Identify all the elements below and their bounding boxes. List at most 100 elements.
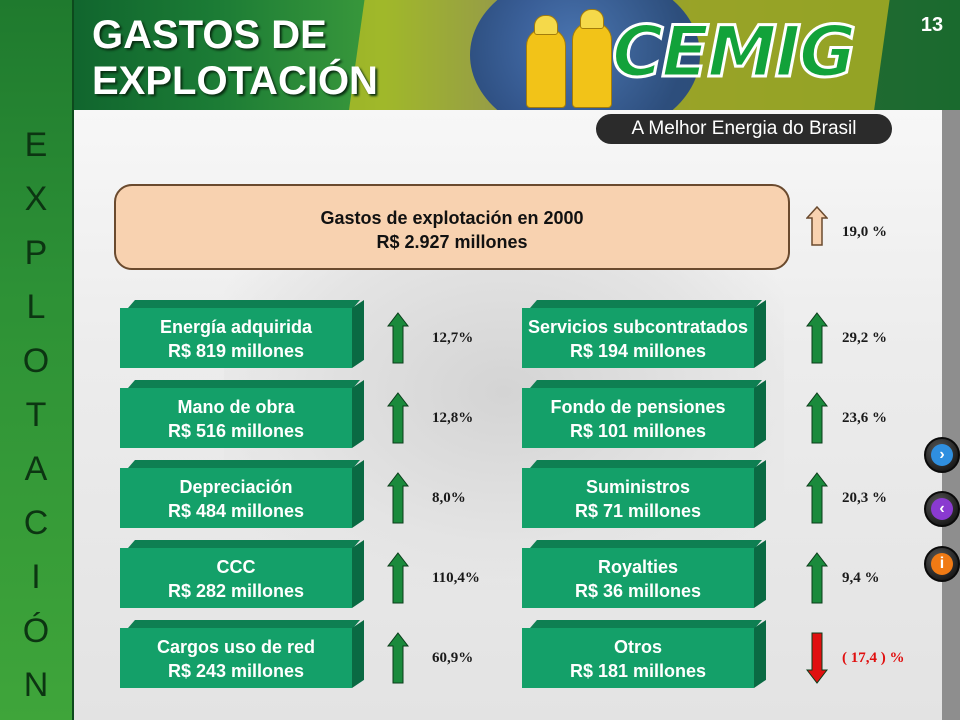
side-letter: X (24, 180, 48, 218)
page-title: GASTOS DE EXPLOTACIÓN (92, 12, 378, 104)
up-arrow-icon (387, 312, 409, 364)
up-arrow-icon (806, 312, 828, 364)
block-side-face (754, 300, 766, 368)
right-category-block: Suministros R$ 71 millones (522, 460, 766, 528)
category-name: Depreciación (179, 477, 293, 497)
side-letter: E (24, 126, 48, 164)
worker-figure (526, 15, 566, 108)
block-side-face (754, 380, 766, 448)
left-change-percent: 110,4% (432, 570, 480, 586)
left-category-block: Energía adquirida R$ 819 millones (120, 300, 364, 368)
block-front-face: Fondo de pensiones R$ 101 millones (522, 388, 754, 448)
chevron-left-icon: ‹ (931, 498, 953, 520)
block-top-face (128, 300, 360, 308)
next-slide-button[interactable]: › (924, 437, 960, 473)
left-category-block: Mano de obra R$ 516 millones (120, 380, 364, 448)
left-category-block: Depreciación R$ 484 millones (120, 460, 364, 528)
category-amount: R$ 194 millones (569, 341, 707, 361)
up-arrow-icon (806, 472, 828, 524)
summary-title: Gastos de explotación en 2000 (320, 208, 584, 228)
up-arrow-icon (806, 392, 828, 444)
block-front-face: Otros R$ 181 millones (522, 628, 754, 688)
up-arrow-icon (387, 632, 409, 684)
right-category-block: Royalties R$ 36 millones (522, 540, 766, 608)
up-arrow-icon (387, 392, 409, 444)
left-change-percent: 12,7% (432, 330, 474, 346)
category-name: Energía adquirida (159, 317, 313, 337)
block-top-face (128, 380, 360, 388)
block-top-face (128, 540, 360, 548)
block-front-face: Servicios subcontratados R$ 194 millones (522, 308, 754, 368)
right-change-percent: 23,6 % (842, 410, 887, 426)
category-name: Cargos uso de red (156, 637, 316, 657)
block-side-face (352, 380, 364, 448)
right-change-percent: ( 17,4 ) % (842, 650, 905, 666)
category-amount: R$ 36 millones (574, 581, 702, 601)
category-amount: R$ 819 millones (167, 341, 305, 361)
summary-change: 19,0 % (842, 224, 887, 240)
category-amount: R$ 181 millones (569, 661, 707, 681)
side-letter: P (24, 234, 48, 272)
right-category-block: Fondo de pensiones R$ 101 millones (522, 380, 766, 448)
up-arrow-icon (387, 552, 409, 604)
block-top-face (128, 620, 360, 628)
block-front-face: Energía adquirida R$ 819 millones (120, 308, 352, 368)
category-name: Mano de obra (177, 397, 295, 417)
header-banner: CEMIG 13 (0, 0, 960, 110)
category-name: Servicios subcontratados (527, 317, 749, 337)
left-change-percent: 60,9% (432, 650, 474, 666)
category-name: CCC (216, 557, 256, 577)
right-change-percent: 20,3 % (842, 490, 887, 506)
up-arrow-icon (387, 472, 409, 524)
cemig-logo: CEMIG (610, 10, 857, 95)
block-top-face (530, 300, 762, 308)
workers-image (520, 8, 620, 108)
right-change-percent: 29,2 % (842, 330, 887, 346)
block-front-face: Cargos uso de red R$ 243 millones (120, 628, 352, 688)
right-category-block: Otros R$ 181 millones (522, 620, 766, 688)
side-letter: I (31, 558, 41, 596)
category-amount: R$ 516 millones (167, 421, 305, 441)
block-side-face (352, 620, 364, 688)
block-side-face (352, 540, 364, 608)
right-category-block: Servicios subcontratados R$ 194 millones (522, 300, 766, 368)
down-arrow-icon (806, 632, 828, 684)
block-side-face (754, 460, 766, 528)
block-top-face (530, 620, 762, 628)
left-category-block: CCC R$ 282 millones (120, 540, 364, 608)
block-top-face (530, 460, 762, 468)
title-line-1: GASTOS DE (92, 13, 327, 57)
chevron-right-icon: › (931, 444, 953, 466)
summary-amount: R$ 2.927 millones (376, 232, 528, 252)
category-amount: R$ 101 millones (569, 421, 707, 441)
category-amount: R$ 71 millones (574, 501, 702, 521)
info-icon: i (931, 553, 953, 575)
block-front-face: Mano de obra R$ 516 millones (120, 388, 352, 448)
category-name: Suministros (585, 477, 691, 497)
previous-slide-button[interactable]: ‹ (924, 491, 960, 527)
category-amount: R$ 484 millones (167, 501, 305, 521)
block-front-face: Royalties R$ 36 millones (522, 548, 754, 608)
page-number: 13 (920, 14, 944, 36)
category-amount: R$ 282 millones (167, 581, 305, 601)
right-change-percent: 9,4 % (842, 570, 880, 586)
right-edge-strip (942, 110, 960, 720)
worker-figure (572, 9, 612, 108)
left-change-percent: 8,0% (432, 490, 466, 506)
info-button[interactable]: i (924, 546, 960, 582)
side-letter: O (22, 342, 50, 380)
side-letter: Ó (22, 612, 50, 650)
block-side-face (754, 620, 766, 688)
block-front-face: Depreciación R$ 484 millones (120, 468, 352, 528)
block-top-face (530, 380, 762, 388)
block-top-face (128, 460, 360, 468)
block-front-face: CCC R$ 282 millones (120, 548, 352, 608)
side-letter: A (24, 450, 48, 488)
slogan-bar: A Melhor Energia do Brasil (596, 114, 892, 144)
side-letter: N (23, 666, 49, 704)
category-name: Otros (613, 637, 662, 657)
block-top-face (530, 540, 762, 548)
left-category-block: Cargos uso de red R$ 243 millones (120, 620, 364, 688)
side-letter: L (26, 288, 46, 326)
